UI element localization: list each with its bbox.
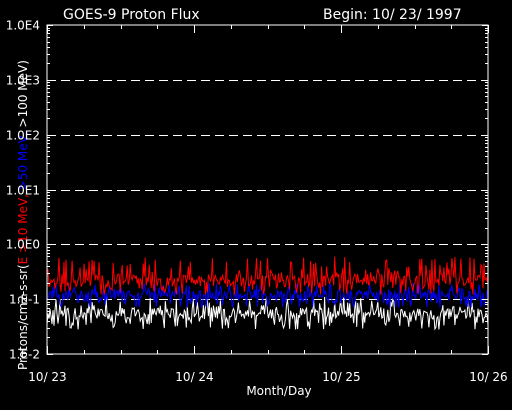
chart-subtitle: Begin: 10/ 23/ 1997 [323, 7, 462, 23]
x-tick-label: 10/ 25 [322, 370, 360, 384]
y-tick-label: 1.E-1 [9, 293, 40, 307]
series-line-1 [46, 282, 489, 309]
y-tick-label: 1.0E0 [6, 238, 40, 252]
y-tick-label: 1.0E4 [6, 19, 40, 33]
y-tick-label: 1.0E3 [6, 74, 40, 88]
y-axis-label-50mev: >50 MeV, [16, 131, 30, 194]
chart-title: GOES-9 Proton Flux [63, 7, 200, 23]
y-axis-label: Protons/cm2-s-sr(E >10 MeV, >50 MeV, >10… [16, 60, 30, 370]
series-line-0 [46, 256, 489, 295]
x-tick-label: 10/ 24 [175, 370, 213, 384]
y-tick-label: 1.0E2 [6, 129, 40, 143]
gridlines [47, 80, 488, 300]
x-axis-label: Month/Day [246, 384, 311, 398]
y-tick-labels: 1.0E4 1.0E3 1.0E2 1.0E1 1.0E0 1.E-1 1.E-2 [6, 19, 40, 362]
x-tick-label: 10/ 26 [469, 370, 507, 384]
x-tick-label: 10/ 23 [28, 370, 66, 384]
y-axis-label-10mev: E >10 MeV, [16, 194, 30, 264]
x-tick-labels: 10/ 23 10/ 24 10/ 25 10/ 26 [28, 370, 507, 384]
series-line-2 [46, 296, 489, 331]
plot-frame [46, 24, 489, 355]
y-axis-label-100mev: >100 MeV) [16, 60, 30, 131]
series-group [46, 256, 489, 331]
y-tick-label: 1.0E1 [6, 184, 40, 198]
y-tick-label: 1.E-2 [9, 348, 40, 362]
y-axis-label-prefix: Protons/cm2-s-sr( [16, 264, 30, 370]
